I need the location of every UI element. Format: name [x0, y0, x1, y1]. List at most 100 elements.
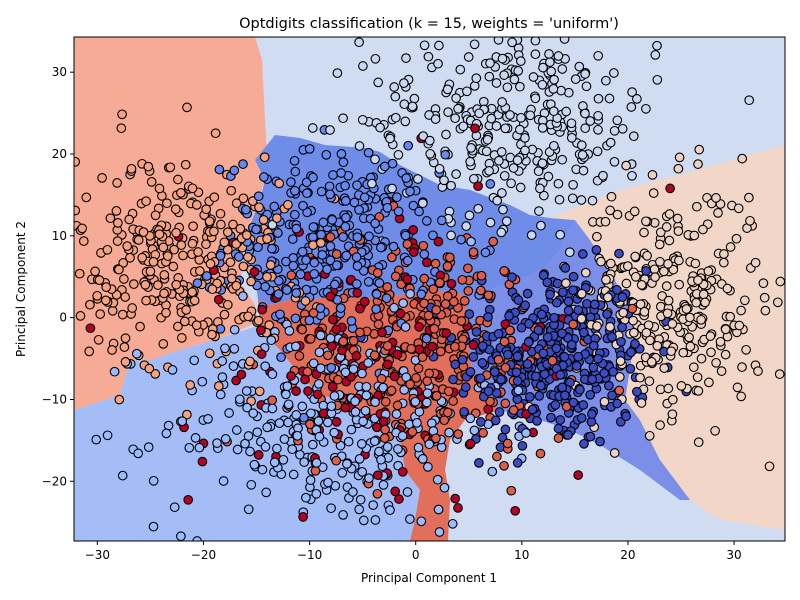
point-class-4 — [576, 313, 587, 324]
point-class-1 — [376, 242, 386, 253]
point-class-6 — [331, 455, 342, 466]
point-class-0 — [612, 398, 623, 409]
point-class-3 — [564, 247, 575, 258]
point-class-3 — [492, 195, 503, 206]
point-class-0 — [626, 347, 636, 358]
point-class-3 — [373, 77, 384, 88]
point-class-5 — [173, 321, 183, 332]
point-class-7 — [414, 321, 424, 332]
point-class-7 — [236, 369, 247, 380]
point-class-5 — [92, 290, 103, 301]
point-class-2 — [433, 504, 444, 515]
point-class-4 — [736, 391, 747, 402]
point-class-5 — [171, 227, 181, 238]
point-class-2 — [229, 343, 240, 354]
point-class-2 — [243, 431, 254, 441]
y-tick-label: 0 — [59, 311, 67, 325]
point-class-6 — [463, 263, 473, 274]
point-class-1 — [436, 215, 447, 226]
point-class-6 — [423, 310, 434, 321]
point-class-3 — [549, 74, 559, 85]
point-class-4 — [698, 224, 708, 235]
plot-area — [74, 37, 785, 541]
point-class-7 — [253, 450, 264, 460]
point-class-2 — [228, 361, 239, 371]
point-class-7 — [298, 512, 308, 522]
point-class-6 — [450, 341, 460, 352]
point-class-4 — [659, 266, 669, 277]
point-class-5 — [259, 152, 270, 163]
point-class-2 — [194, 442, 205, 453]
point-class-5 — [187, 238, 198, 249]
point-class-3 — [399, 78, 409, 88]
point-class-3 — [451, 169, 461, 179]
point-class-6 — [429, 323, 440, 334]
point-class-2 — [184, 442, 195, 453]
point-class-2 — [314, 431, 325, 442]
point-class-2 — [398, 298, 409, 308]
point-class-7 — [256, 325, 266, 336]
point-class-5 — [179, 316, 190, 327]
point-class-2 — [361, 381, 372, 392]
point-class-7 — [373, 470, 383, 481]
point-class-1 — [351, 279, 362, 289]
point-class-6 — [468, 247, 479, 257]
point-class-4 — [605, 258, 616, 269]
point-class-4 — [753, 366, 763, 376]
point-class-6 — [485, 396, 495, 407]
point-class-4 — [684, 332, 694, 343]
point-class-2 — [261, 487, 272, 498]
point-class-5 — [300, 296, 311, 306]
plot-frame — [73, 36, 786, 542]
point-class-3 — [417, 198, 428, 209]
point-class-2 — [338, 510, 348, 520]
point-class-6 — [411, 373, 421, 383]
point-class-3 — [520, 133, 530, 143]
point-class-4 — [612, 209, 623, 220]
chart-title: Optdigits classification (k = 15, weight… — [239, 16, 619, 32]
point-class-7 — [291, 386, 301, 396]
point-class-3 — [473, 203, 484, 214]
point-class-1 — [326, 362, 337, 373]
point-class-7 — [573, 470, 584, 480]
point-class-1 — [325, 255, 336, 266]
point-class-6 — [323, 350, 333, 361]
point-class-2 — [252, 427, 263, 438]
point-class-3 — [581, 81, 592, 92]
point-class-7 — [450, 493, 461, 504]
point-class-3 — [409, 93, 420, 104]
point-class-5 — [140, 279, 151, 290]
point-class-1 — [301, 177, 312, 188]
point-class-3 — [485, 217, 496, 228]
point-class-3 — [484, 71, 495, 82]
point-class-5 — [81, 192, 92, 203]
point-class-6 — [267, 395, 278, 406]
point-class-3 — [458, 121, 469, 132]
point-class-5 — [201, 239, 211, 250]
point-class-3 — [548, 106, 559, 117]
point-class-3 — [465, 156, 476, 167]
point-class-2 — [322, 417, 333, 428]
point-class-0 — [568, 285, 578, 296]
point-class-4 — [601, 274, 611, 285]
point-class-5 — [94, 275, 105, 285]
x-tick-label: 0 — [412, 548, 420, 562]
point-class-6 — [407, 426, 418, 437]
point-class-6 — [297, 324, 308, 335]
point-class-4 — [737, 153, 748, 164]
point-class-2 — [326, 401, 337, 412]
point-class-6 — [459, 296, 470, 306]
point-class-7 — [446, 278, 457, 289]
point-class-3 — [385, 133, 395, 144]
point-class-6 — [380, 396, 391, 407]
point-class-7 — [394, 494, 404, 504]
point-class-2 — [357, 467, 368, 477]
point-class-0 — [588, 340, 599, 351]
point-class-5 — [153, 280, 163, 290]
point-class-4 — [693, 386, 704, 396]
point-class-3 — [482, 134, 493, 145]
point-class-5 — [274, 178, 285, 189]
point-class-6 — [614, 385, 625, 396]
point-class-1 — [302, 188, 312, 199]
point-class-2 — [326, 503, 336, 514]
